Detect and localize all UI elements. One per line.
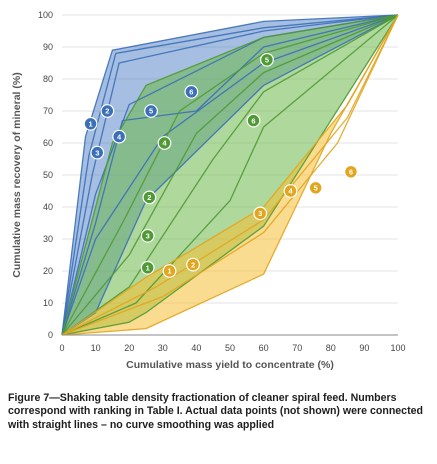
- y-tick-label: 40: [43, 202, 53, 212]
- marker-label: 4: [288, 187, 293, 196]
- y-tick-label: 90: [43, 42, 53, 52]
- marker-circle: [112, 129, 127, 144]
- marker-label: 4: [162, 139, 167, 148]
- y-tick-label: 80: [43, 74, 53, 84]
- marker-circle: [246, 113, 261, 128]
- yellow-series-line: [61, 14, 399, 336]
- x-tick-label: 0: [59, 343, 64, 353]
- blue-series-line: [61, 14, 399, 336]
- green-series-line: [61, 14, 399, 336]
- chart-figure: 0 10 20 30 40 50 60 70 80 90 100 0 10 20 30 40 50 60 70 80 9…: [11, 10, 406, 371]
- green-marker-3: 3: [140, 228, 155, 243]
- marker-circle: [142, 190, 157, 205]
- y-tick-label: 0: [48, 330, 53, 340]
- y-axis-label: Cumulative mass recovery of mineral (%): [11, 72, 23, 277]
- green-marker-2: 2: [142, 190, 157, 205]
- x-tick-label: 90: [359, 343, 369, 353]
- marker-circle: [260, 52, 274, 67]
- green-series-line: [61, 14, 399, 336]
- marker-circle: [186, 257, 200, 272]
- blue-series-line: [61, 14, 399, 336]
- marker-circle: [308, 180, 323, 195]
- marker-label: 5: [149, 107, 153, 116]
- green-marker-4: 4: [157, 136, 172, 150]
- yellow-marker-3: 3: [253, 206, 268, 221]
- band-areas: [62, 15, 398, 335]
- marker-label: 5: [265, 56, 269, 65]
- green-series-line: [61, 14, 399, 336]
- yellow-series-line: [61, 14, 399, 336]
- marker-circle: [140, 260, 155, 275]
- marker-circle: [184, 84, 199, 99]
- marker-label: 6: [189, 88, 193, 97]
- green-band-area: [62, 15, 398, 335]
- yellow-marker-1: 1: [162, 264, 177, 278]
- marker-circle: [253, 206, 268, 221]
- yellow-marker-6: 6: [344, 164, 358, 179]
- y-tick-label: 50: [43, 170, 53, 180]
- blue-series-line: [61, 14, 399, 336]
- series-lines: [61, 14, 399, 336]
- blue-series-line: [61, 14, 399, 336]
- marker-label: 1: [167, 267, 171, 276]
- x-tick-label: 40: [191, 343, 201, 353]
- x-tick-label: 70: [292, 343, 302, 353]
- yellow-marker-5: 5: [308, 180, 323, 195]
- marker-label: 2: [147, 193, 151, 202]
- y-tick-label: 60: [43, 138, 53, 148]
- marker-circle: [283, 184, 298, 198]
- marker-label: 3: [95, 148, 99, 157]
- marker-circle: [140, 228, 155, 243]
- y-tick-label: 70: [43, 106, 53, 116]
- x-axis-label: Cumulative mass yield to concentrate (%): [126, 359, 334, 371]
- marker-label: 1: [146, 264, 150, 273]
- yellow-marker-2: 2: [186, 257, 200, 272]
- marker-circle: [83, 116, 98, 131]
- blue-marker-6: 6: [184, 84, 199, 99]
- marker-label: 5: [314, 184, 318, 193]
- marker-label: 2: [105, 107, 109, 116]
- marker-label: 3: [146, 232, 150, 241]
- marker-label: 6: [349, 168, 353, 177]
- x-tick-label: 50: [225, 343, 235, 353]
- figure-caption: Figure 7—Shaking table density fractiona…: [8, 392, 423, 431]
- marker-label: 2: [191, 260, 195, 269]
- blue-marker-4: 4: [112, 129, 127, 144]
- point-markers: 1 2 3 4 5 6 1 2 3 4 5 6 1 2 3 4 5 6: [83, 52, 358, 278]
- y-tick-label: 30: [43, 234, 53, 244]
- marker-circle: [162, 264, 177, 278]
- y-tick-label: 20: [43, 266, 53, 276]
- marker-label: 6: [251, 116, 255, 125]
- x-tick-label: 30: [158, 343, 168, 353]
- marker-circle: [157, 136, 172, 150]
- blue-marker-2: 2: [100, 104, 115, 118]
- yellow-series-line: [61, 14, 399, 336]
- green-series-line: [61, 14, 399, 336]
- x-tick-label: 60: [259, 343, 269, 353]
- green-marker-5: 5: [260, 52, 274, 67]
- x-tick-label: 10: [91, 343, 101, 353]
- green-series-line: [61, 14, 399, 336]
- blue-marker-5: 5: [144, 104, 158, 118]
- y-tick-label: 100: [38, 10, 53, 20]
- marker-label: 3: [258, 209, 262, 218]
- y-tick-label: 10: [43, 298, 53, 308]
- yellow-band-area: [62, 15, 398, 335]
- x-tick-label: 80: [326, 343, 336, 353]
- x-tick-label: 100: [390, 343, 405, 353]
- marker-circle: [144, 104, 158, 118]
- marker-label: 4: [117, 132, 122, 141]
- marker-circle: [344, 164, 358, 179]
- yellow-marker-4: 4: [283, 184, 298, 198]
- marker-circle: [100, 104, 115, 118]
- blue-marker-1: 1: [83, 116, 98, 131]
- green-marker-6: 6: [246, 113, 261, 128]
- tick-labels: 0 10 20 30 40 50 60 70 80 90 100 0 10 20 30 40 50 60 70 80 9…: [38, 10, 406, 353]
- marker-label: 1: [88, 120, 92, 129]
- blue-marker-3: 3: [90, 145, 105, 160]
- marker-circle: [90, 145, 105, 160]
- green-series-line: [61, 14, 399, 336]
- green-marker-1: 1: [140, 260, 155, 275]
- x-tick-label: 20: [124, 343, 134, 353]
